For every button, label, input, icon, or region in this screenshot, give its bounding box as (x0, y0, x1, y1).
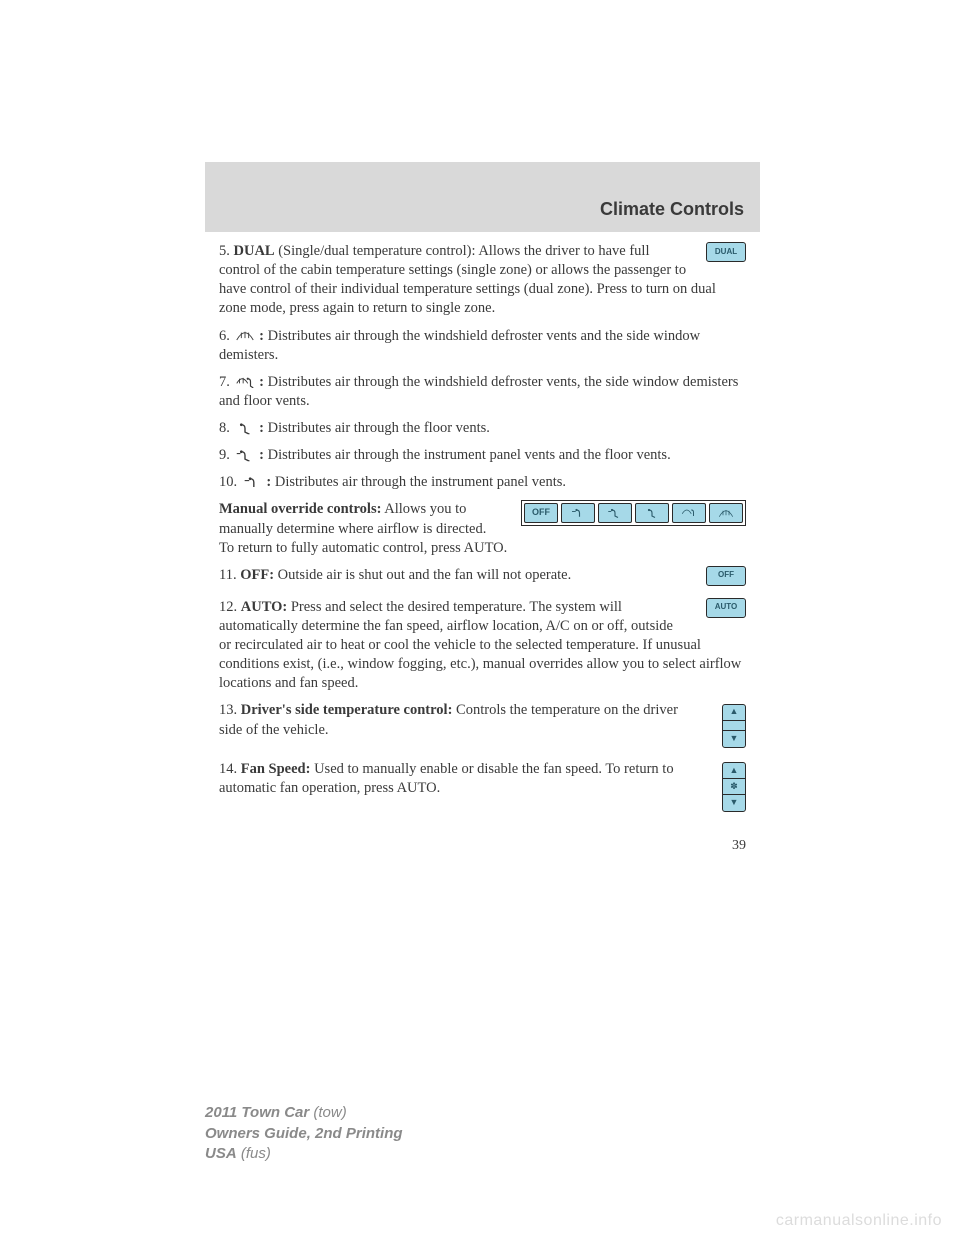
dual-button-graphic: DUAL (706, 242, 746, 262)
item-9-num: 9. (219, 447, 230, 463)
override-off-button: OFF (524, 503, 558, 523)
item-13-num: 13. (219, 702, 237, 718)
item-7-num: 7. (219, 374, 230, 390)
item-11-label: OFF: (240, 567, 274, 583)
item-8-text: Distributes air through the floor vents. (264, 420, 490, 436)
panel-floor-icon (234, 449, 256, 463)
override-panel-floor-icon (598, 503, 632, 523)
manual-override: OFF Manual override controls: Allows you… (219, 500, 746, 557)
item-14-num: 14. (219, 761, 237, 777)
item-8: 8. : Distributes air through the floor v… (219, 419, 746, 438)
section-title: Climate Controls (600, 199, 744, 220)
footer-l1b: (tow) (309, 1104, 347, 1121)
auto-button-graphic: AUTO (706, 598, 746, 618)
item-5: DUAL 5. DUAL (Single/dual temperature co… (219, 242, 746, 319)
auto-button: AUTO (706, 598, 746, 618)
item-13-label: Driver's side temperature control: (241, 702, 453, 718)
item-12-num: 12. (219, 599, 237, 615)
item-6-text: Distributes air through the windshield d… (219, 328, 700, 363)
fan-rocker-graphic: ▲ ✽ ▼ (722, 760, 746, 812)
item-7: 7. : Distributes air through the windshi… (219, 373, 746, 411)
item-5-label: DUAL (234, 243, 275, 259)
override-button-row: OFF (521, 500, 746, 526)
footer: 2011 Town Car (tow) Owners Guide, 2nd Pr… (205, 1103, 403, 1164)
fan-up-icon: ▲ (723, 763, 745, 779)
page-content: Climate Controls DUAL 5. DUAL (Single/du… (205, 162, 760, 1082)
override-panel-icon (561, 503, 595, 523)
footer-l3b: (fus) (237, 1145, 271, 1162)
off-button-graphic: OFF (706, 566, 746, 586)
item-5-text: (Single/dual temperature control): Allow… (219, 243, 716, 316)
header-band: Climate Controls (205, 162, 760, 232)
dual-button: DUAL (706, 242, 746, 262)
off-button: OFF (706, 566, 746, 586)
override-defrost-floor-icon (672, 503, 706, 523)
body-content: DUAL 5. DUAL (Single/dual temperature co… (205, 242, 760, 816)
temp-rocker: ▲ ▼ (722, 704, 746, 748)
item-13: ▲ ▼ 13. Driver's side temperature contro… (219, 701, 746, 751)
footer-l3a: USA (205, 1145, 237, 1162)
watermark: carmanualsonline.info (776, 1212, 942, 1230)
item-14: ▲ ✽ ▼ 14. Fan Speed: Used to manually en… (219, 760, 746, 816)
temp-down-icon: ▼ (723, 731, 745, 747)
footer-l1a: 2011 Town Car (205, 1104, 309, 1121)
item-10: 10. : Distributes air through the instru… (219, 473, 746, 492)
item-5-num: 5. (219, 243, 230, 259)
panel-icon (241, 476, 263, 490)
fan-down-icon: ▼ (723, 795, 745, 811)
temp-rocker-graphic: ▲ ▼ (722, 701, 746, 747)
item-8-num: 8. (219, 420, 230, 436)
floor-icon (234, 422, 256, 436)
item-6-num: 6. (219, 328, 230, 344)
item-7-text: Distributes air through the windshield d… (219, 374, 738, 409)
defrost-floor-icon (234, 375, 256, 389)
item-10-num: 10. (219, 474, 237, 490)
temp-up-icon: ▲ (723, 705, 745, 721)
defrost-icon (234, 329, 256, 343)
temp-mid (723, 721, 745, 731)
item-14-label: Fan Speed: (241, 761, 311, 777)
item-12: AUTO 12. AUTO: Press and select the desi… (219, 598, 746, 694)
footer-l2: Owners Guide, 2nd Printing (205, 1124, 403, 1144)
fan-rocker: ▲ ✽ ▼ (722, 762, 746, 812)
fan-icon: ✽ (723, 779, 745, 795)
item-12-label: AUTO: (241, 599, 287, 615)
manual-label: Manual override controls: (219, 501, 381, 517)
item-9-text: Distributes air through the instrument p… (264, 447, 671, 463)
item-10-text: Distributes air through the instrument p… (271, 474, 566, 490)
item-11-text: Outside air is shut out and the fan will… (274, 567, 571, 583)
item-12-text: Press and select the desired temperature… (219, 599, 741, 692)
page-number: 39 (205, 838, 760, 854)
override-floor-icon (635, 503, 669, 523)
item-11: OFF 11. OFF: Outside air is shut out and… (219, 566, 746, 590)
item-11-num: 11. (219, 567, 237, 583)
item-9: 9. : Distributes air through the instrum… (219, 446, 746, 465)
override-defrost-icon (709, 503, 743, 523)
item-6: 6. : Distributes air through the windshi… (219, 327, 746, 365)
